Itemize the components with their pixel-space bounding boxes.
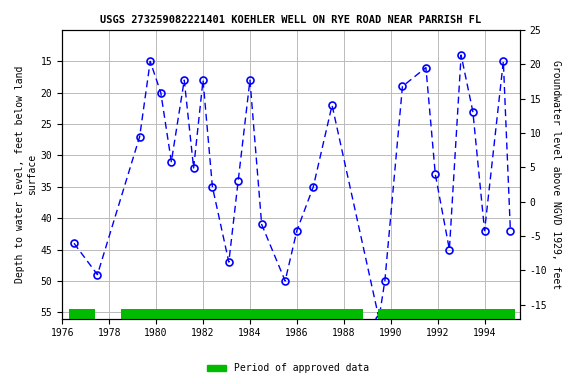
Y-axis label: Depth to water level, feet below land
surface: Depth to water level, feet below land su…	[15, 66, 37, 283]
Legend: Period of approved data: Period of approved data	[203, 359, 373, 377]
Title: USGS 273259082221401 KOEHLER WELL ON RYE ROAD NEAR PARRISH FL: USGS 273259082221401 KOEHLER WELL ON RYE…	[100, 15, 482, 25]
Y-axis label: Groundwater level above NGVD 1929, feet: Groundwater level above NGVD 1929, feet	[551, 60, 561, 289]
